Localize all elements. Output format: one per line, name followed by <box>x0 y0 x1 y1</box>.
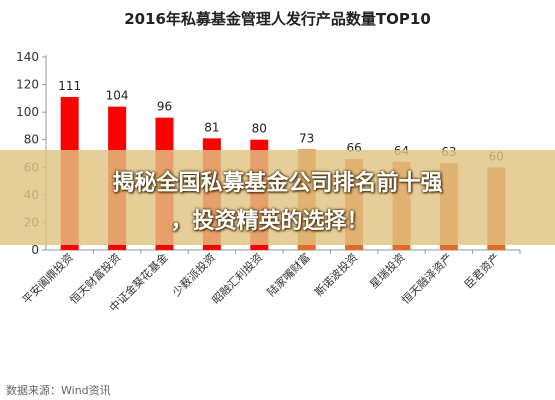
y-tick-label: 120 <box>16 78 39 92</box>
bar-data-label: 81 <box>204 120 219 134</box>
y-tick-label: 100 <box>16 105 39 119</box>
x-category-label: 臣君资产 <box>461 250 502 291</box>
y-tick-label: 140 <box>16 50 39 64</box>
bar-data-label: 80 <box>252 122 267 136</box>
bar-data-label: 96 <box>157 100 172 114</box>
x-category-label: 昭融汇利投资 <box>209 250 266 307</box>
y-tick-label: 0 <box>31 243 39 257</box>
overlay-headline-line1: 揭秘全国私募基金公司排名前十强 <box>112 171 443 196</box>
bar-data-label: 111 <box>58 79 81 93</box>
data-source-note: 数据来源：Wind资讯 <box>6 384 111 397</box>
overlay-headline-line2: ，投资精英的选择！ <box>170 209 369 234</box>
x-category-label: 陆家嘴财富 <box>264 250 313 299</box>
bar-data-label: 104 <box>106 89 129 103</box>
x-category-label: 少薮派投资 <box>169 250 218 299</box>
x-category-label: 恒天融泽资产 <box>398 250 455 307</box>
overlay-banner <box>0 150 555 245</box>
chart-title: 2016年私募基金管理人发行产品数量TOP10 <box>124 10 431 28</box>
bar-data-label: 73 <box>299 131 314 145</box>
x-category-label: 星瑞投资 <box>367 250 408 291</box>
x-category-label: 斯诺波投资 <box>311 250 360 299</box>
y-tick-label: 80 <box>24 133 39 147</box>
